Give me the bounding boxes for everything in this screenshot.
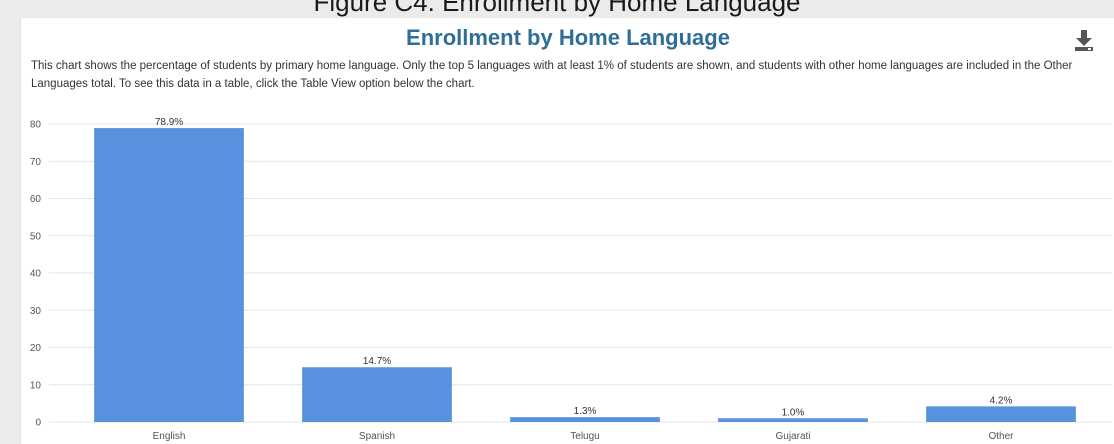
category-label: Other [988, 431, 1014, 442]
y-tick-label: 40 [30, 269, 42, 280]
category-label: Gujarati [775, 431, 810, 442]
y-tick-label: 30 [30, 306, 42, 317]
category-label: English [153, 431, 186, 442]
bar-value-label: 1.3% [574, 406, 597, 417]
y-tick-label: 20 [30, 343, 42, 354]
category-label: Telugu [570, 431, 599, 442]
bar-value-label: 4.2% [990, 395, 1013, 406]
y-tick-label: 50 [30, 231, 42, 242]
y-tick-label: 80 [30, 120, 42, 131]
y-tick-label: 0 [35, 418, 41, 429]
chart-card: Enrollment by Home Language This chart s… [20, 18, 1114, 444]
bar-value-label: 1.0% [782, 407, 805, 418]
bar-value-label: 78.9% [155, 117, 183, 128]
y-tick-label: 70 [30, 157, 42, 168]
chart-title: Enrollment by Home Language [406, 25, 730, 50]
bar-value-label: 14.7% [363, 356, 391, 367]
bar-gujarati[interactable] [718, 418, 868, 422]
bar-telugu[interactable] [510, 417, 660, 422]
chart-description: This chart shows the percentage of stude… [31, 60, 1073, 90]
category-label: Spanish [359, 431, 395, 442]
download-button[interactable] [1073, 28, 1095, 52]
bar-english[interactable] [94, 128, 244, 422]
y-tick-label: 60 [30, 194, 42, 205]
figure-caption: Figure C4. Enrollment by Home Language [313, 0, 801, 17]
bar-spanish[interactable] [302, 367, 452, 422]
bar-chart: 0 10 20 30 40 50 60 70 80 78.9% English 14.7% Spanis… [30, 117, 1113, 442]
y-tick-label: 10 [30, 380, 42, 391]
download-icon [1075, 30, 1093, 51]
bar-other[interactable] [926, 406, 1076, 422]
